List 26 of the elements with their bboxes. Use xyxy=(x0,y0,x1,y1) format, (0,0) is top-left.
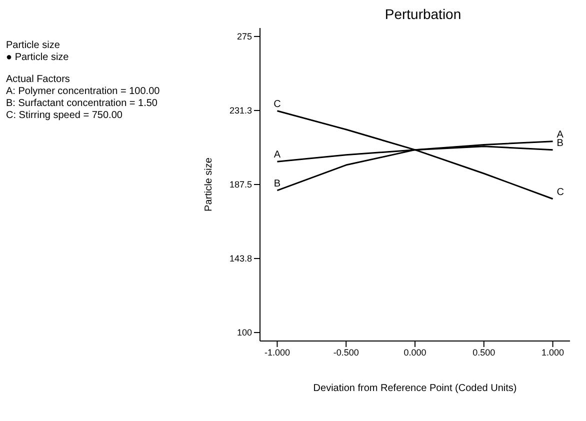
text: C: Stirring speed = 750.00 xyxy=(6,110,124,122)
x-tick-label: -0.500 xyxy=(333,347,359,358)
x-tick-label: 0.000 xyxy=(404,347,426,358)
x-tick-label: -1.000 xyxy=(264,347,290,358)
series-label: B xyxy=(274,178,281,190)
text: B xyxy=(556,138,564,149)
chart-title: Perturbation xyxy=(384,6,462,22)
text: ● Particle size xyxy=(6,52,70,64)
text: A xyxy=(556,129,564,140)
y-tick-label: 231.3 xyxy=(229,106,252,116)
text: Actual Factors xyxy=(6,74,71,86)
text: B: Surfactant concentration = 1.50 xyxy=(6,98,158,110)
line-series xyxy=(276,110,554,200)
text: C xyxy=(556,186,564,198)
series-label: C xyxy=(274,98,281,110)
x-axis-title: Deviation from Reference Point (Coded Units) xyxy=(313,383,517,394)
y-axis-title: Particle size xyxy=(204,157,215,212)
y-tick-label: 275 xyxy=(236,32,252,42)
x-tick-label: 0.500 xyxy=(472,347,496,358)
text: A: Polymer concentration = 100.00 xyxy=(6,86,160,98)
text: Particle size xyxy=(6,40,61,52)
series-label: A xyxy=(274,150,281,161)
x-tick-label: 1.000 xyxy=(542,347,564,358)
y-tick-label: 100 xyxy=(236,328,252,338)
y-tick-label: 187.5 xyxy=(229,180,252,190)
y-tick-label: 143.8 xyxy=(229,254,252,264)
